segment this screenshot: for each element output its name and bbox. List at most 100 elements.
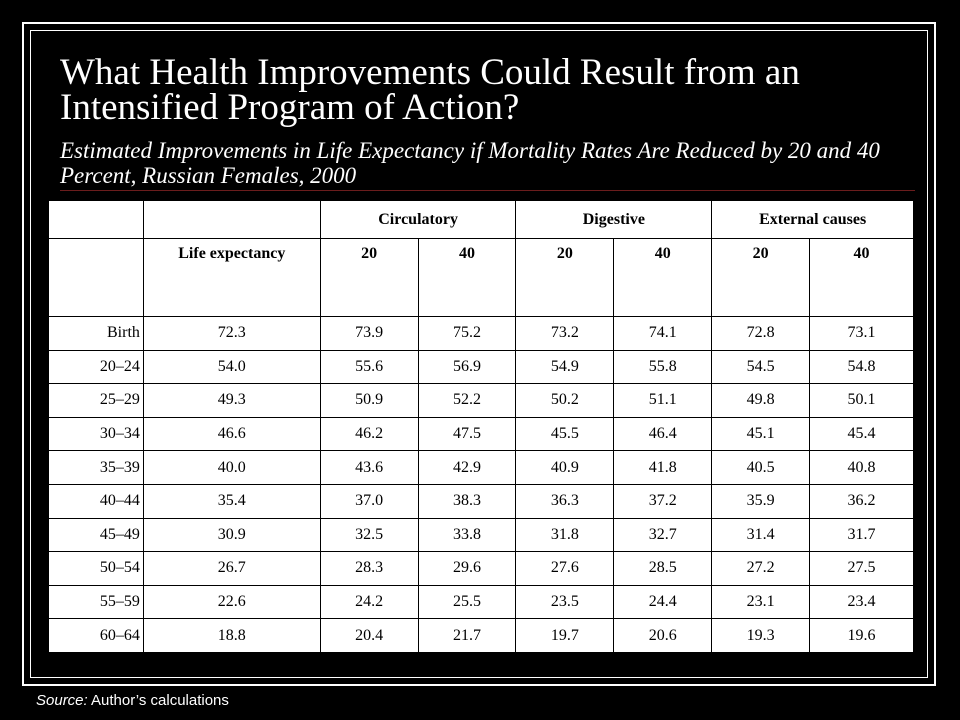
value-cell: 40.0 bbox=[142, 450, 321, 485]
table-subheader: 20 bbox=[319, 238, 419, 317]
value-cell: 35.4 bbox=[142, 483, 321, 519]
value-cell: 30.9 bbox=[142, 517, 321, 553]
table-row: 20–24 54.0 55.6 56.9 54.9 55.8 54.5 54.8 bbox=[48, 349, 914, 385]
table-header-empty-cell bbox=[48, 238, 144, 317]
value-cell: 19.3 bbox=[711, 618, 811, 653]
source-note: Source: Author’s calculations bbox=[36, 692, 229, 709]
value-cell: 20.4 bbox=[319, 618, 419, 653]
value-cell: 54.9 bbox=[515, 349, 615, 385]
value-cell: 50.9 bbox=[319, 383, 419, 418]
value-cell: 55.6 bbox=[319, 349, 419, 385]
value-cell: 55.8 bbox=[613, 349, 713, 385]
value-cell: 20.6 bbox=[613, 618, 713, 653]
value-cell: 23.1 bbox=[711, 584, 811, 620]
value-cell: 74.1 bbox=[613, 316, 713, 351]
table-group-header-row: Circulatory Digestive External causes bbox=[48, 200, 914, 239]
value-cell: 50.2 bbox=[515, 383, 615, 418]
slide-outer-frame bbox=[22, 22, 936, 686]
value-cell: 56.9 bbox=[417, 349, 517, 385]
table-row: Birth 72.3 73.9 75.2 73.2 74.1 72.8 73.1 bbox=[48, 316, 914, 351]
table-subheader: 40 bbox=[613, 238, 713, 317]
value-cell: 51.1 bbox=[613, 383, 713, 418]
value-cell: 19.6 bbox=[809, 618, 914, 653]
table-row: 40–44 35.4 37.0 38.3 36.3 37.2 35.9 36.2 bbox=[48, 483, 914, 519]
value-cell: 27.5 bbox=[809, 551, 914, 586]
table-header-empty-cell bbox=[142, 200, 321, 239]
table-header-empty-cell bbox=[48, 200, 144, 239]
value-cell: 46.6 bbox=[142, 416, 321, 452]
table-row: 50–54 26.7 28.3 29.6 27.6 28.5 27.2 27.5 bbox=[48, 551, 914, 586]
value-cell: 23.5 bbox=[515, 584, 615, 620]
value-cell: 40.5 bbox=[711, 450, 811, 485]
age-group-cell: Birth bbox=[48, 316, 144, 351]
age-group-cell: 50–54 bbox=[48, 551, 144, 586]
age-group-cell: 20–24 bbox=[48, 349, 144, 385]
table-row: 35–39 40.0 43.6 42.9 40.9 41.8 40.5 40.8 bbox=[48, 450, 914, 485]
value-cell: 19.7 bbox=[515, 618, 615, 653]
value-cell: 45.5 bbox=[515, 416, 615, 452]
value-cell: 73.1 bbox=[809, 316, 914, 351]
value-cell: 31.8 bbox=[515, 517, 615, 553]
value-cell: 52.2 bbox=[417, 383, 517, 418]
value-cell: 72.8 bbox=[711, 316, 811, 351]
table-subheader: 20 bbox=[515, 238, 615, 317]
source-label: Source: bbox=[36, 692, 88, 709]
value-cell: 47.5 bbox=[417, 416, 517, 452]
table-subheader: 40 bbox=[417, 238, 517, 317]
source-text: Author’s calculations bbox=[87, 692, 229, 709]
value-cell: 54.5 bbox=[711, 349, 811, 385]
slide-subtitle: Estimated Improvements in Life Expectanc… bbox=[60, 138, 880, 188]
value-cell: 37.2 bbox=[613, 483, 713, 519]
value-cell: 50.1 bbox=[809, 383, 914, 418]
value-cell: 49.8 bbox=[711, 383, 811, 418]
value-cell: 45.4 bbox=[809, 416, 914, 452]
value-cell: 29.6 bbox=[417, 551, 517, 586]
value-cell: 42.9 bbox=[417, 450, 517, 485]
value-cell: 54.8 bbox=[809, 349, 914, 385]
value-cell: 35.9 bbox=[711, 483, 811, 519]
value-cell: 40.8 bbox=[809, 450, 914, 485]
value-cell: 37.0 bbox=[319, 483, 419, 519]
value-cell: 73.9 bbox=[319, 316, 419, 351]
value-cell: 32.7 bbox=[613, 517, 713, 553]
value-cell: 28.3 bbox=[319, 551, 419, 586]
value-cell: 75.2 bbox=[417, 316, 517, 351]
value-cell: 21.7 bbox=[417, 618, 517, 653]
value-cell: 45.1 bbox=[711, 416, 811, 452]
value-cell: 22.6 bbox=[142, 584, 321, 620]
table-row: 30–34 46.6 46.2 47.5 45.5 46.4 45.1 45.4 bbox=[48, 416, 914, 452]
age-group-cell: 60–64 bbox=[48, 618, 144, 653]
value-cell: 24.4 bbox=[613, 584, 713, 620]
value-cell: 18.8 bbox=[142, 618, 321, 653]
slide-inner-frame bbox=[30, 30, 928, 678]
value-cell: 36.2 bbox=[809, 483, 914, 519]
value-cell: 27.2 bbox=[711, 551, 811, 586]
value-cell: 49.3 bbox=[142, 383, 321, 418]
table-subheader: 20 bbox=[711, 238, 811, 317]
title-divider bbox=[60, 190, 915, 191]
slide-title: What Health Improvements Could Result fr… bbox=[60, 52, 800, 128]
table-group-header: Digestive bbox=[515, 200, 713, 239]
value-cell: 28.5 bbox=[613, 551, 713, 586]
value-cell: 38.3 bbox=[417, 483, 517, 519]
value-cell: 32.5 bbox=[319, 517, 419, 553]
table-subheader: Life expectancy bbox=[142, 238, 321, 317]
table-row: 60–64 18.8 20.4 21.7 19.7 20.6 19.3 19.6 bbox=[48, 618, 914, 653]
life-expectancy-table: Circulatory Digestive External causes Li… bbox=[48, 200, 914, 653]
value-cell: 40.9 bbox=[515, 450, 615, 485]
age-group-cell: 55–59 bbox=[48, 584, 144, 620]
table-row: 45–49 30.9 32.5 33.8 31.8 32.7 31.4 31.7 bbox=[48, 517, 914, 553]
age-group-cell: 35–39 bbox=[48, 450, 144, 485]
value-cell: 33.8 bbox=[417, 517, 517, 553]
age-group-cell: 25–29 bbox=[48, 383, 144, 418]
table-subheader-row: Life expectancy 20 40 20 40 20 40 bbox=[48, 238, 914, 317]
value-cell: 25.5 bbox=[417, 584, 517, 620]
value-cell: 26.7 bbox=[142, 551, 321, 586]
value-cell: 72.3 bbox=[142, 316, 321, 351]
value-cell: 46.2 bbox=[319, 416, 419, 452]
age-group-cell: 45–49 bbox=[48, 517, 144, 553]
table-group-header: External causes bbox=[711, 200, 914, 239]
value-cell: 31.4 bbox=[711, 517, 811, 553]
value-cell: 36.3 bbox=[515, 483, 615, 519]
table-subheader: 40 bbox=[809, 238, 914, 317]
